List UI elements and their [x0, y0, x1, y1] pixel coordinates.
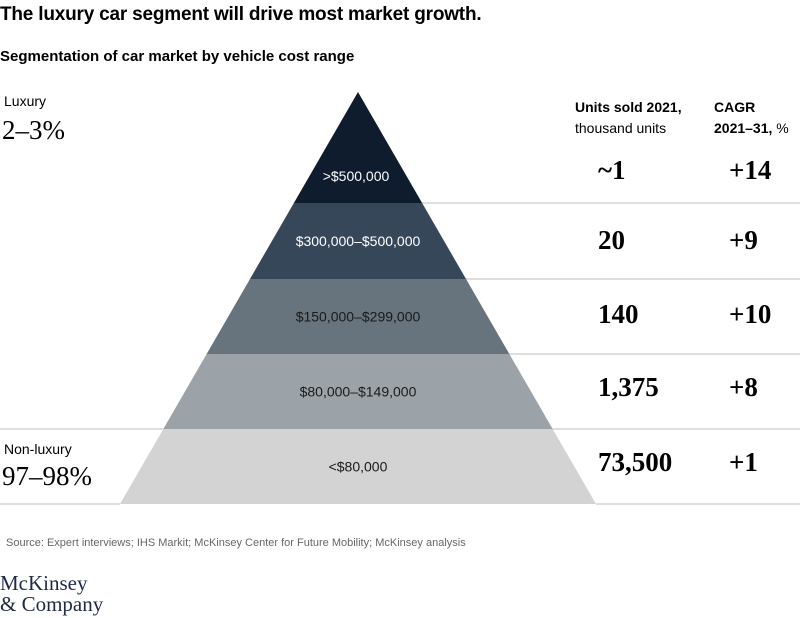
cagr-value: +14 — [729, 155, 772, 185]
cagr-header-unit: % — [772, 120, 789, 136]
pyramid-tier — [249, 203, 467, 279]
non-luxury-label: Non-luxury — [4, 441, 72, 457]
units-value: 73,500 — [598, 447, 673, 477]
tier-label: >$500,000 — [323, 168, 390, 184]
source-note: Source: Expert interviews; IHS Markit; M… — [6, 537, 466, 549]
cagr-column-header: CAGR 2021–31, % — [714, 97, 789, 139]
pyramid-tier — [293, 92, 423, 203]
non-luxury-share: 97–98% — [2, 461, 92, 491]
cagr-value: +9 — [729, 225, 758, 255]
cagr-header-years: 2021–31, — [714, 120, 773, 136]
logo-line-2: & Company — [0, 592, 104, 616]
units-value: 1,375 — [598, 372, 659, 402]
chart-subtitle: Segmentation of car market by vehicle co… — [0, 48, 355, 65]
tier-label: $150,000–$299,000 — [296, 309, 421, 325]
tier-label: <$80,000 — [329, 459, 388, 475]
cagr-header-line2: 2021–31, % — [714, 118, 789, 139]
units-value: 140 — [598, 299, 639, 329]
cagr-value: +8 — [729, 372, 758, 402]
chart-title: The luxury car segment will drive most m… — [0, 4, 482, 25]
units-column-header: Units sold 2021, thousand units — [575, 97, 682, 139]
tier-label: $80,000–$149,000 — [300, 384, 417, 400]
units-header-normal: thousand units — [575, 120, 667, 136]
cagr-value: +10 — [729, 299, 772, 329]
logo-line-1: McKinsey — [0, 571, 88, 595]
tier-label: $300,000–$500,000 — [296, 233, 421, 249]
pyramid-tier — [163, 354, 553, 429]
units-header-bold: Units sold 2021, — [575, 99, 682, 115]
cagr-value: +1 — [729, 447, 758, 477]
cagr-header-bold: CAGR — [714, 99, 756, 115]
luxury-share: 2–3% — [2, 115, 65, 145]
luxury-label: Luxury — [4, 93, 47, 109]
units-value: ~1 — [598, 155, 626, 185]
pyramid-tier — [120, 429, 596, 504]
units-value: 20 — [598, 225, 625, 255]
pyramid-tier — [206, 279, 510, 354]
